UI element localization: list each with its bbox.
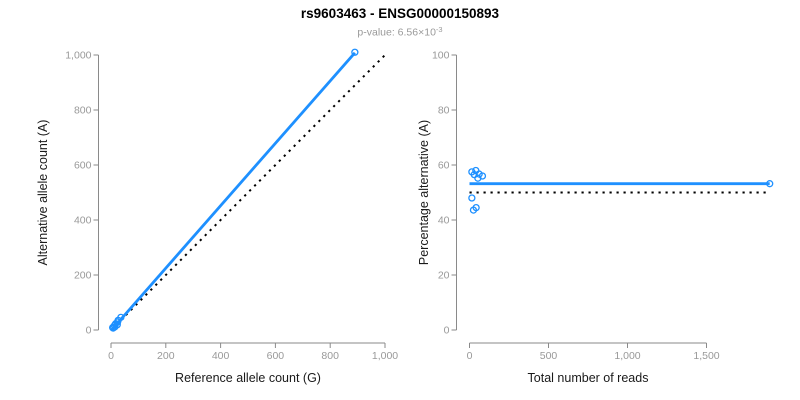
y-tick-label: 0: [444, 325, 450, 337]
y-axis-title: Alternative allele count (A): [36, 120, 50, 266]
y-tick-label: 600: [74, 160, 92, 172]
y-tick-label: 80: [438, 105, 450, 117]
x-tick-label: 400: [212, 350, 230, 362]
data-point: [472, 203, 480, 212]
x-tick-label: 500: [540, 350, 558, 362]
p-value-exponent: -3: [435, 24, 443, 34]
percentage-panel: 0 500 1,000 1,500 0 20 40 60 80 100 Total number o…: [417, 50, 774, 385]
data-point: [117, 313, 125, 322]
percentage-panel-axes: [451, 54, 707, 348]
allele-counts-panel-tick-labels: 0 200 400 600 800 1,000 0 200 400 600 800 1,000: [65, 50, 398, 362]
allele-counts-panel-axes: [93, 54, 386, 348]
percentage-panel-tick-labels: 0 500 1,000 1,500 0 20 40 60 80 100: [432, 50, 720, 362]
allele-counts-panel: 0 200 400 600 800 1,000 0 200 400 600 800 1,000 Refe…: [36, 48, 398, 385]
data-point: [113, 321, 121, 329]
p-value-mantissa: 6.56×10: [397, 26, 436, 39]
x-tick-label: 0: [108, 350, 114, 362]
chart-title: rs9603463 - ENSG00000150893: [300, 6, 500, 21]
y-tick-label: 20: [438, 270, 450, 282]
x-tick-label: 1,500: [693, 350, 719, 362]
x-tick-label: 0: [467, 350, 473, 362]
x-tick-label: 800: [321, 350, 339, 362]
y-tick-label: 400: [74, 215, 92, 227]
data-point: [474, 174, 482, 182]
x-tick-label: 200: [157, 350, 175, 362]
y-tick-label: 60: [438, 160, 450, 172]
x-tick-label: 600: [267, 350, 285, 362]
x-tick-label: 1,000: [614, 350, 640, 362]
y-tick-label: 40: [438, 215, 450, 227]
data-point: [351, 48, 359, 56]
x-axis-title: Total number of reads: [528, 371, 649, 385]
y-tick-label: 0: [86, 325, 92, 337]
y-axis-title: Percentage alternative (A): [417, 120, 431, 265]
percentage-panel-lines: [469, 182, 770, 194]
y-tick-label: 800: [74, 105, 92, 117]
allele-counts-panel-lines: [109, 51, 386, 332]
x-tick-label: 1,000: [372, 350, 398, 362]
fit-line: [109, 51, 356, 332]
x-axis-title: Reference allele count (G): [175, 371, 321, 385]
y-tick-label: 100: [432, 50, 450, 62]
identity-line: [110, 54, 386, 331]
data-point: [468, 194, 476, 202]
allele-counts-panel-points: [108, 48, 359, 332]
p-value-prefix: p-value:: [357, 26, 398, 39]
percentage-panel-points: [468, 166, 774, 214]
data-point: [766, 180, 774, 188]
chart-subtitle: p-value: 6.56×10-3: [0, 24, 800, 39]
y-tick-label: 1,000: [65, 50, 91, 62]
y-tick-label: 200: [74, 270, 92, 282]
